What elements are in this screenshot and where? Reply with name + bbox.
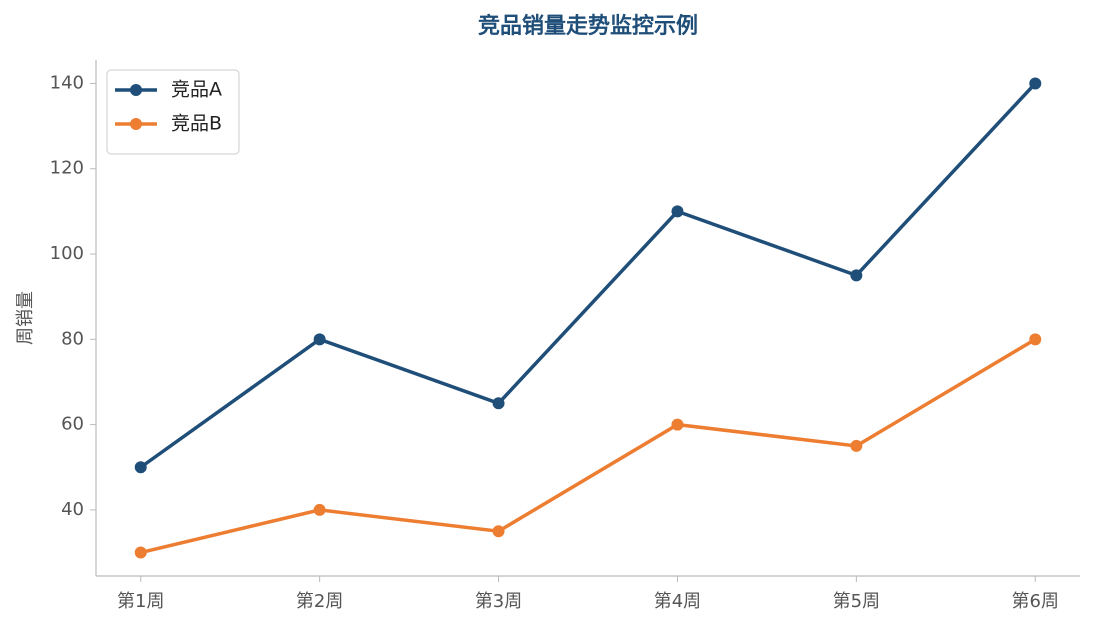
y-tick-label: 100	[50, 243, 84, 264]
x-tick-label: 第6周	[1012, 591, 1059, 612]
data-point	[850, 439, 863, 452]
x-tick-label: 第3周	[475, 591, 522, 612]
chart-title: 竞品销量走势监控示例	[478, 13, 698, 39]
y-tick-label: 40	[61, 499, 84, 520]
legend-marker	[130, 118, 142, 130]
data-point	[492, 525, 505, 538]
y-tick-label: 140	[50, 72, 84, 93]
y-tick-label: 60	[61, 414, 84, 435]
y-tick-label: 120	[50, 158, 84, 179]
data-point	[492, 397, 505, 410]
x-tick-label: 第2周	[296, 591, 343, 612]
data-point	[313, 503, 326, 516]
y-axis-label: 周销量	[15, 291, 36, 345]
data-point	[850, 269, 863, 282]
x-tick-label: 第4周	[654, 591, 701, 612]
data-point	[134, 546, 147, 559]
series-line	[140, 337, 1037, 555]
data-point	[134, 461, 147, 474]
legend-marker	[130, 84, 142, 96]
legend-label: 竞品A	[171, 79, 222, 101]
x-tick-label: 第5周	[833, 591, 880, 612]
data-point	[313, 333, 326, 346]
legend-label: 竞品B	[171, 113, 222, 135]
series-line	[139, 82, 1037, 469]
data-point	[671, 418, 684, 431]
data-point	[1029, 333, 1042, 346]
x-tick-label: 第1周	[117, 591, 164, 612]
y-tick-label: 80	[61, 328, 84, 349]
data-point	[1029, 77, 1042, 90]
data-point	[671, 205, 684, 218]
